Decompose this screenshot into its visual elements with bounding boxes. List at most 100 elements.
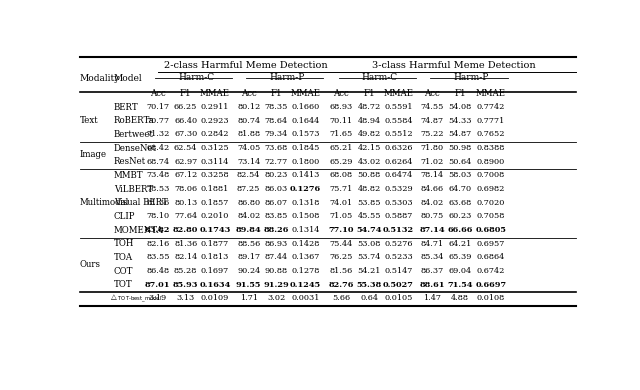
Text: 3.02: 3.02	[268, 294, 285, 303]
Text: 82.16: 82.16	[147, 240, 170, 248]
Text: 42.15: 42.15	[358, 144, 381, 152]
Text: 0.1413: 0.1413	[291, 172, 320, 179]
Text: 81.56: 81.56	[330, 267, 353, 275]
Text: 88.26: 88.26	[264, 226, 289, 234]
Text: 73.14: 73.14	[237, 158, 260, 166]
Text: 54.74: 54.74	[356, 226, 382, 234]
Text: 0.5329: 0.5329	[384, 185, 413, 193]
Text: 82.80: 82.80	[173, 226, 198, 234]
Text: MOMENTA: MOMENTA	[114, 226, 164, 235]
Text: 68.42: 68.42	[147, 144, 170, 152]
Text: 88.61: 88.61	[419, 281, 445, 289]
Text: Acc: Acc	[424, 89, 440, 98]
Text: 0.7020: 0.7020	[477, 199, 505, 207]
Text: 80.12: 80.12	[237, 103, 260, 111]
Text: 50.88: 50.88	[358, 172, 381, 179]
Text: MMAE: MMAE	[291, 89, 321, 98]
Text: 0.2010: 0.2010	[201, 213, 229, 220]
Text: 0.2911: 0.2911	[201, 103, 229, 111]
Text: 55.38: 55.38	[356, 281, 382, 289]
Text: 84.02: 84.02	[237, 213, 260, 220]
Text: 0.1644: 0.1644	[292, 117, 320, 125]
Text: 3-class Harmful Meme Detection: 3-class Harmful Meme Detection	[372, 61, 536, 70]
Text: 63.68: 63.68	[448, 199, 472, 207]
Text: F1: F1	[454, 89, 466, 98]
Text: 0.3258: 0.3258	[200, 172, 229, 179]
Text: Harm-C: Harm-C	[179, 73, 214, 82]
Text: 0.7008: 0.7008	[477, 172, 505, 179]
Text: 0.6864: 0.6864	[477, 254, 505, 261]
Text: 71.05: 71.05	[330, 213, 353, 220]
Text: 53.85: 53.85	[357, 199, 381, 207]
Text: 0.7058: 0.7058	[477, 213, 505, 220]
Text: 67.12: 67.12	[174, 172, 197, 179]
Text: 80.75: 80.75	[420, 213, 444, 220]
Text: 50.98: 50.98	[448, 144, 472, 152]
Text: 0.1276: 0.1276	[290, 185, 321, 193]
Text: 86.48: 86.48	[147, 267, 170, 275]
Text: 74.87: 74.87	[420, 117, 444, 125]
Text: 0.1278: 0.1278	[291, 267, 320, 275]
Text: 0.1573: 0.1573	[291, 131, 320, 138]
Text: 54.21: 54.21	[358, 267, 381, 275]
Text: MMBT: MMBT	[114, 171, 143, 180]
Text: 0.5584: 0.5584	[384, 117, 413, 125]
Text: MMAE: MMAE	[383, 89, 413, 98]
Text: 0.0105: 0.0105	[384, 294, 413, 303]
Text: 43.02: 43.02	[358, 158, 381, 166]
Text: 0.1245: 0.1245	[290, 281, 321, 289]
Text: 74.05: 74.05	[237, 144, 260, 152]
Text: 86.03: 86.03	[265, 185, 288, 193]
Text: 65.29: 65.29	[330, 158, 353, 166]
Text: 78.64: 78.64	[265, 117, 288, 125]
Text: Model: Model	[114, 74, 142, 83]
Text: 66.66: 66.66	[447, 226, 472, 234]
Text: Multimodal: Multimodal	[80, 198, 129, 207]
Text: 0.6264: 0.6264	[384, 158, 413, 166]
Text: 86.93: 86.93	[265, 240, 288, 248]
Text: 0.0109: 0.0109	[201, 294, 229, 303]
Text: 86.80: 86.80	[237, 199, 260, 207]
Text: 1.47: 1.47	[423, 294, 441, 303]
Text: Harm-C: Harm-C	[362, 73, 398, 82]
Text: Modality: Modality	[80, 74, 120, 83]
Text: 0.64: 0.64	[360, 294, 378, 303]
Text: 0.3125: 0.3125	[200, 144, 229, 152]
Text: 0.2923: 0.2923	[200, 117, 229, 125]
Text: 4.88: 4.88	[451, 294, 469, 303]
Text: 74.01: 74.01	[330, 199, 353, 207]
Text: 66.40: 66.40	[174, 117, 197, 125]
Text: 58.03: 58.03	[448, 172, 472, 179]
Text: 0.5591: 0.5591	[384, 103, 413, 111]
Text: 70.17: 70.17	[147, 103, 170, 111]
Text: 68.08: 68.08	[330, 172, 353, 179]
Text: 78.14: 78.14	[420, 172, 444, 179]
Text: 0.1800: 0.1800	[292, 158, 320, 166]
Text: RoBERTa: RoBERTa	[114, 116, 154, 125]
Text: 0.5887: 0.5887	[384, 213, 413, 220]
Text: 49.82: 49.82	[358, 131, 381, 138]
Text: 0.5303: 0.5303	[384, 199, 413, 207]
Text: 86.37: 86.37	[420, 267, 444, 275]
Text: 48.72: 48.72	[358, 103, 381, 111]
Text: 0.0031: 0.0031	[291, 294, 320, 303]
Text: 0.1743: 0.1743	[199, 226, 230, 234]
Text: 0.1428: 0.1428	[291, 240, 320, 248]
Text: Ours: Ours	[80, 260, 101, 269]
Text: 62.97: 62.97	[174, 158, 197, 166]
Text: 87.44: 87.44	[265, 254, 288, 261]
Text: 3.19: 3.19	[149, 294, 167, 303]
Text: 0.8900: 0.8900	[477, 158, 505, 166]
Text: 75.44: 75.44	[330, 240, 353, 248]
Text: 88.56: 88.56	[237, 240, 260, 248]
Text: Harm-P: Harm-P	[269, 73, 305, 82]
Text: 64.21: 64.21	[448, 240, 472, 248]
Text: 72.77: 72.77	[265, 158, 288, 166]
Text: TOH: TOH	[114, 239, 134, 248]
Text: 81.88: 81.88	[237, 131, 260, 138]
Text: 76.25: 76.25	[330, 254, 353, 261]
Text: 0.1367: 0.1367	[291, 254, 320, 261]
Text: 0.6697: 0.6697	[475, 281, 506, 289]
Text: 80.23: 80.23	[265, 172, 288, 179]
Text: 0.6957: 0.6957	[477, 240, 505, 248]
